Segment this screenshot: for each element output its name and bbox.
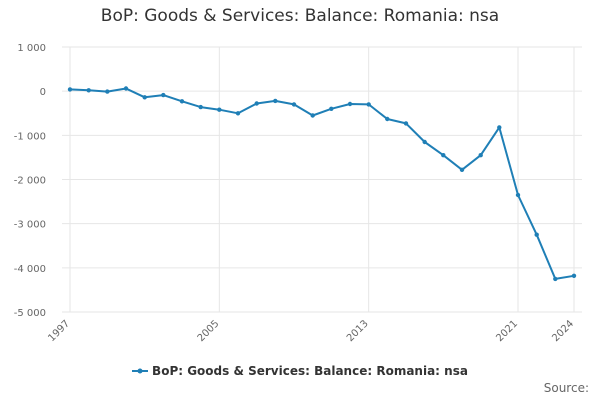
data-point [123, 86, 129, 91]
x-tick-label: 2024 [550, 318, 576, 344]
data-point [329, 106, 334, 112]
data-point [310, 113, 315, 118]
data-point [497, 125, 502, 130]
x-tick-label: 2005 [196, 318, 222, 344]
data-point [403, 121, 409, 126]
data-point [273, 98, 278, 104]
data-point [254, 101, 259, 106]
data-point [366, 102, 371, 107]
data-point [441, 153, 446, 158]
data-point [478, 153, 483, 158]
y-tick-label: -2 000 [14, 176, 46, 187]
legend-label: BoP: Goods & Services: Balance: Romania:… [152, 364, 468, 378]
y-tick-label: -3 000 [14, 220, 46, 231]
gridlines [62, 46, 582, 313]
x-tick-label: 2021 [494, 318, 520, 344]
x-tick-label: 1997 [46, 318, 72, 344]
x-tick-label: 2013 [345, 318, 371, 344]
data-point [291, 102, 297, 107]
data-point [105, 89, 110, 94]
data-point [161, 92, 166, 98]
data-point [179, 99, 185, 104]
data-point [217, 107, 222, 112]
data-point [571, 273, 577, 278]
series-layer [67, 86, 577, 282]
y-axis: 1 000 0 -1 000 -2 000 -3 000 -4 000 -5 000 [14, 43, 46, 319]
y-tick-label: -4 000 [14, 264, 46, 275]
source-label: Source: [543, 381, 589, 395]
series-line [69, 87, 575, 280]
data-point [553, 276, 558, 282]
legend-item[interactable]: BoP: Goods & Services: Balance: Romania:… [132, 364, 468, 378]
data-point [198, 104, 203, 110]
chart-title: BoP: Goods & Services: Balance: Romania:… [100, 6, 500, 26]
data-point [142, 95, 147, 100]
y-tick-label: 0 [40, 87, 46, 98]
x-axis: 1997 2005 2013 2021 2024 [46, 318, 576, 344]
data-point [347, 101, 353, 107]
legend: BoP: Goods & Services: Balance: Romania:… [0, 364, 600, 380]
data-point [534, 232, 539, 237]
data-point [422, 139, 427, 145]
y-tick-label: 1 000 [17, 43, 46, 54]
data-point [459, 167, 465, 172]
y-tick-label: -5 000 [14, 308, 46, 319]
y-tick-label: -1 000 [14, 131, 46, 142]
data-point [235, 111, 241, 116]
data-point [385, 116, 390, 122]
data-point [86, 88, 91, 93]
data-point [67, 87, 73, 92]
legend-line-icon [132, 368, 149, 374]
data-point [515, 192, 521, 198]
